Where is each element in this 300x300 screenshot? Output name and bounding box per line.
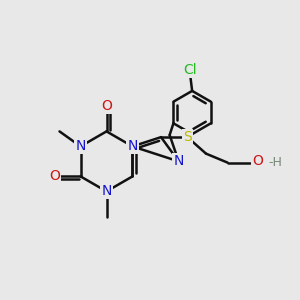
Text: O: O bbox=[101, 99, 112, 113]
Text: N: N bbox=[173, 154, 184, 168]
Text: S: S bbox=[183, 130, 192, 144]
Text: N: N bbox=[127, 140, 138, 153]
Text: N: N bbox=[75, 140, 86, 153]
Text: Cl: Cl bbox=[183, 63, 196, 77]
Text: -H: -H bbox=[269, 156, 283, 169]
Text: O: O bbox=[252, 154, 263, 168]
Text: N: N bbox=[101, 184, 112, 198]
Text: O: O bbox=[50, 169, 61, 183]
